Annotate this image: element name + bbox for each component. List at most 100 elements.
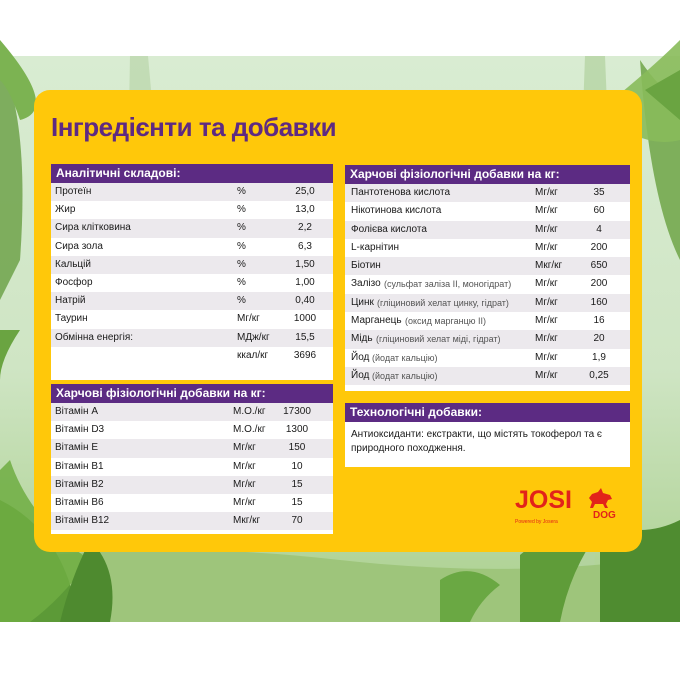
table-row: Фосфор% 1,00 — [51, 274, 333, 292]
row-name: Фолієва кислота — [351, 223, 427, 235]
row-value: 1000 — [293, 313, 317, 325]
row-value: 0,40 — [295, 295, 315, 307]
row-name: Нікотинова кислота — [351, 205, 442, 217]
row-value: 25,0 — [295, 186, 315, 197]
row-unit: Мг/кг — [535, 351, 558, 363]
row-value: 10 — [291, 460, 303, 472]
row-value: 15 — [291, 478, 303, 490]
table-row: Цинк (гліциновий хелат цинку, гідрат) Мг/к… — [345, 293, 630, 313]
table-row: Біотин Мкг/кг 650 — [345, 257, 630, 276]
table-row: Натрій% 0,40 — [51, 292, 333, 311]
row-name: L-карнітин — [351, 241, 400, 253]
tech-description: Антиоксиданти: екстракти, що містять ток… — [351, 429, 603, 454]
row-unit: % — [237, 186, 246, 197]
logo-dog-text: DOG — [593, 510, 616, 521]
row-value: 1300 — [285, 424, 309, 436]
row-unit: % — [237, 276, 246, 288]
table-row: Кальцій% 1,50 — [51, 255, 333, 274]
row-name: Сира клітковина — [55, 222, 131, 234]
row-value: 20 — [593, 333, 605, 345]
row-value: 160 — [590, 296, 608, 308]
row-sub: (йодат кальцію) — [372, 352, 438, 363]
row-value: 650 — [590, 260, 608, 272]
row-unit: ккал/кг — [237, 349, 269, 361]
analytic-panel: Аналітичні складові: Протеїн% 25,0 Жир% 13,… — [51, 164, 333, 380]
table-row: Марганець (оксид марганцю II) Мг/кг 16 — [345, 312, 630, 330]
row-name: Сира зола — [55, 240, 103, 252]
row-value: 16 — [593, 315, 605, 327]
minerals-panel: Харчові фізіологічні добавки на кг: Пант… — [345, 165, 630, 391]
vitamins-panel: Харчові фізіологічні добавки на кг: Віта… — [51, 384, 333, 534]
table-row: Вітамін Е Мг/кг 150 — [51, 439, 333, 458]
row-name: Мідь — [351, 333, 373, 345]
row-unit: Мг/кг — [535, 278, 558, 290]
row-unit: Мг/кг — [535, 187, 558, 198]
row-name: Фосфор — [55, 276, 93, 288]
row-unit: М.О./кг — [233, 424, 266, 436]
table-row: ккал/кг 3696 — [51, 347, 333, 365]
table-row: Пантотенова кислота Мг/кг 35 — [345, 184, 630, 203]
row-unit: Мкг/кг — [535, 260, 563, 272]
row-name: Протеїн — [55, 186, 92, 197]
row-unit: М.О./кг — [233, 406, 266, 417]
table-row: Таурин Мг/кг 1000 — [51, 310, 333, 328]
row-name: Натрій — [55, 295, 86, 307]
row-name: Вітамін В2 — [55, 478, 104, 490]
row-unit: % — [237, 240, 246, 252]
row-unit: Мг/кг — [535, 241, 558, 253]
row-value: 150 — [288, 442, 306, 454]
table-row: Фолієва кислота Мг/кг 4 — [345, 220, 630, 239]
table-row: Жир% 13,0 — [51, 201, 333, 219]
row-name: Вітамін D3 — [55, 424, 105, 436]
row-unit: Мг/кг — [233, 442, 256, 454]
row-name: Вітамін А — [55, 406, 98, 417]
row-name: Пантотенова кислота — [351, 187, 451, 198]
table-row: Вітамін В2 Мг/кг 15 — [51, 475, 333, 494]
page-title: Інгредієнти та добавки — [51, 112, 337, 142]
row-unit: Мг/кг — [535, 369, 558, 381]
row-unit: Мг/кг — [535, 333, 558, 345]
table-row: Вітамін В1 Мг/кг 10 — [51, 458, 333, 476]
row-name: Вітамін Е — [55, 442, 98, 454]
row-unit: % — [237, 204, 246, 216]
row-value: 3696 — [293, 349, 317, 361]
analytic-header: Аналітичні складові: — [51, 164, 333, 183]
row-unit: Мкг/кг — [233, 515, 261, 527]
dog-silhouette-icon — [589, 488, 612, 508]
table-row: Нікотинова кислота Мг/кг 60 — [345, 202, 630, 220]
table-row: Йод (йодат кальцію) Мг/кг 1,9 — [345, 349, 630, 367]
row-value: 0,25 — [589, 369, 609, 381]
row-value: 13,0 — [295, 204, 315, 216]
row-name: Обмінна енергія: — [55, 331, 134, 343]
row-unit: Мг/кг — [535, 315, 558, 327]
table-row: Вітамін В12 Мкг/кг 70 — [51, 512, 333, 531]
row-unit: МДж/кг — [237, 331, 270, 343]
row-unit: Мг/кг — [233, 478, 256, 490]
row-value: 70 — [291, 515, 303, 527]
row-value: 17300 — [283, 406, 311, 417]
row-name: Марганець — [351, 315, 402, 327]
row-name: Вітамін В6 — [55, 496, 104, 508]
minerals-header: Харчові фізіологічні добавки на кг: — [345, 165, 630, 184]
tech-header: Технологічні добавки: — [345, 403, 630, 422]
table-row: Йод (йодат кальцію) Мг/кг 0,25 — [345, 366, 630, 386]
table-row: L-карнітин Мг/кг 200 — [345, 239, 630, 257]
row-name: Кальцій — [55, 258, 91, 270]
row-unit: Мг/кг — [535, 223, 558, 235]
row-name: Йод — [351, 369, 370, 381]
row-name: Йод — [351, 351, 370, 363]
row-value: 6,3 — [298, 240, 312, 252]
row-name: Жир — [55, 204, 76, 216]
row-unit: Мг/кг — [233, 460, 256, 472]
row-value: 2,2 — [298, 222, 312, 234]
row-unit: Мг/кг — [535, 296, 558, 308]
row-sub: (гліциновий хелат цинку, гідрат) — [377, 297, 509, 308]
row-unit: % — [237, 222, 246, 234]
table-row: Вітамін А М.О./кг 17300 — [51, 403, 333, 422]
logo-tagline: Powered by Josera — [515, 519, 558, 525]
row-name: Таурин — [55, 313, 88, 325]
row-name: Вітамін В12 — [55, 515, 110, 527]
row-unit: Мг/кг — [233, 496, 256, 508]
table-row: Обмінна енергія: МДж/кг 15,5 — [51, 328, 333, 347]
row-name: Цинк — [351, 296, 374, 308]
